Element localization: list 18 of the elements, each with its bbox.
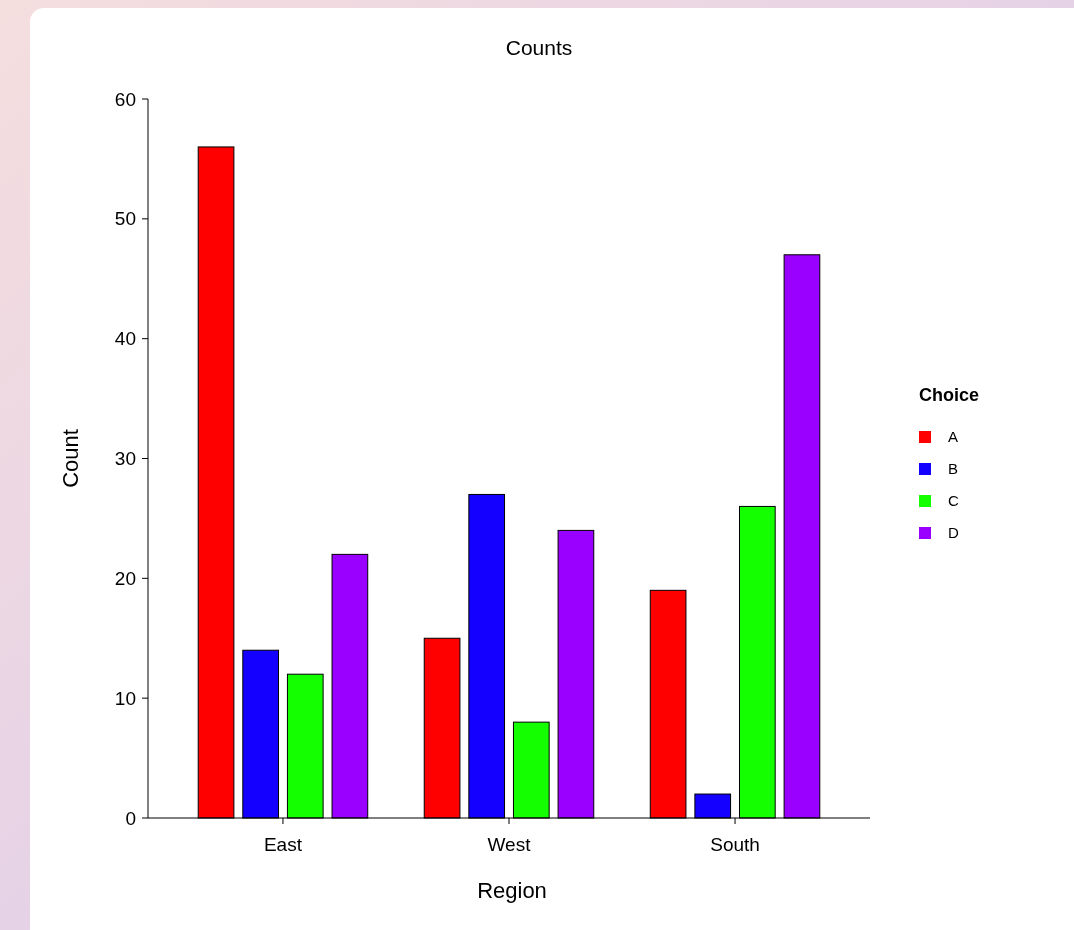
chart-title: Counts <box>505 36 573 59</box>
y-tick-label: 20 <box>114 567 136 589</box>
y-tick-label: 0 <box>125 807 136 829</box>
y-tick-label: 40 <box>114 328 136 350</box>
x-tick-label: South <box>710 834 760 855</box>
y-axis-title: Count <box>58 429 83 488</box>
x-axis-title: Region <box>477 878 547 903</box>
x-tick-label: East <box>263 834 303 855</box>
legend-label: C <box>948 492 959 510</box>
legend-title: Choice <box>919 385 980 405</box>
legend-label: B <box>948 460 959 478</box>
y-tick-label: 30 <box>114 448 136 470</box>
y-tick-label: 50 <box>114 208 136 230</box>
y-tick-label: 60 <box>114 88 136 110</box>
y-tick-label: 10 <box>114 687 136 709</box>
legend-label: A <box>948 428 959 446</box>
x-tick-label: West <box>487 834 532 855</box>
legend-label: D <box>948 524 959 542</box>
